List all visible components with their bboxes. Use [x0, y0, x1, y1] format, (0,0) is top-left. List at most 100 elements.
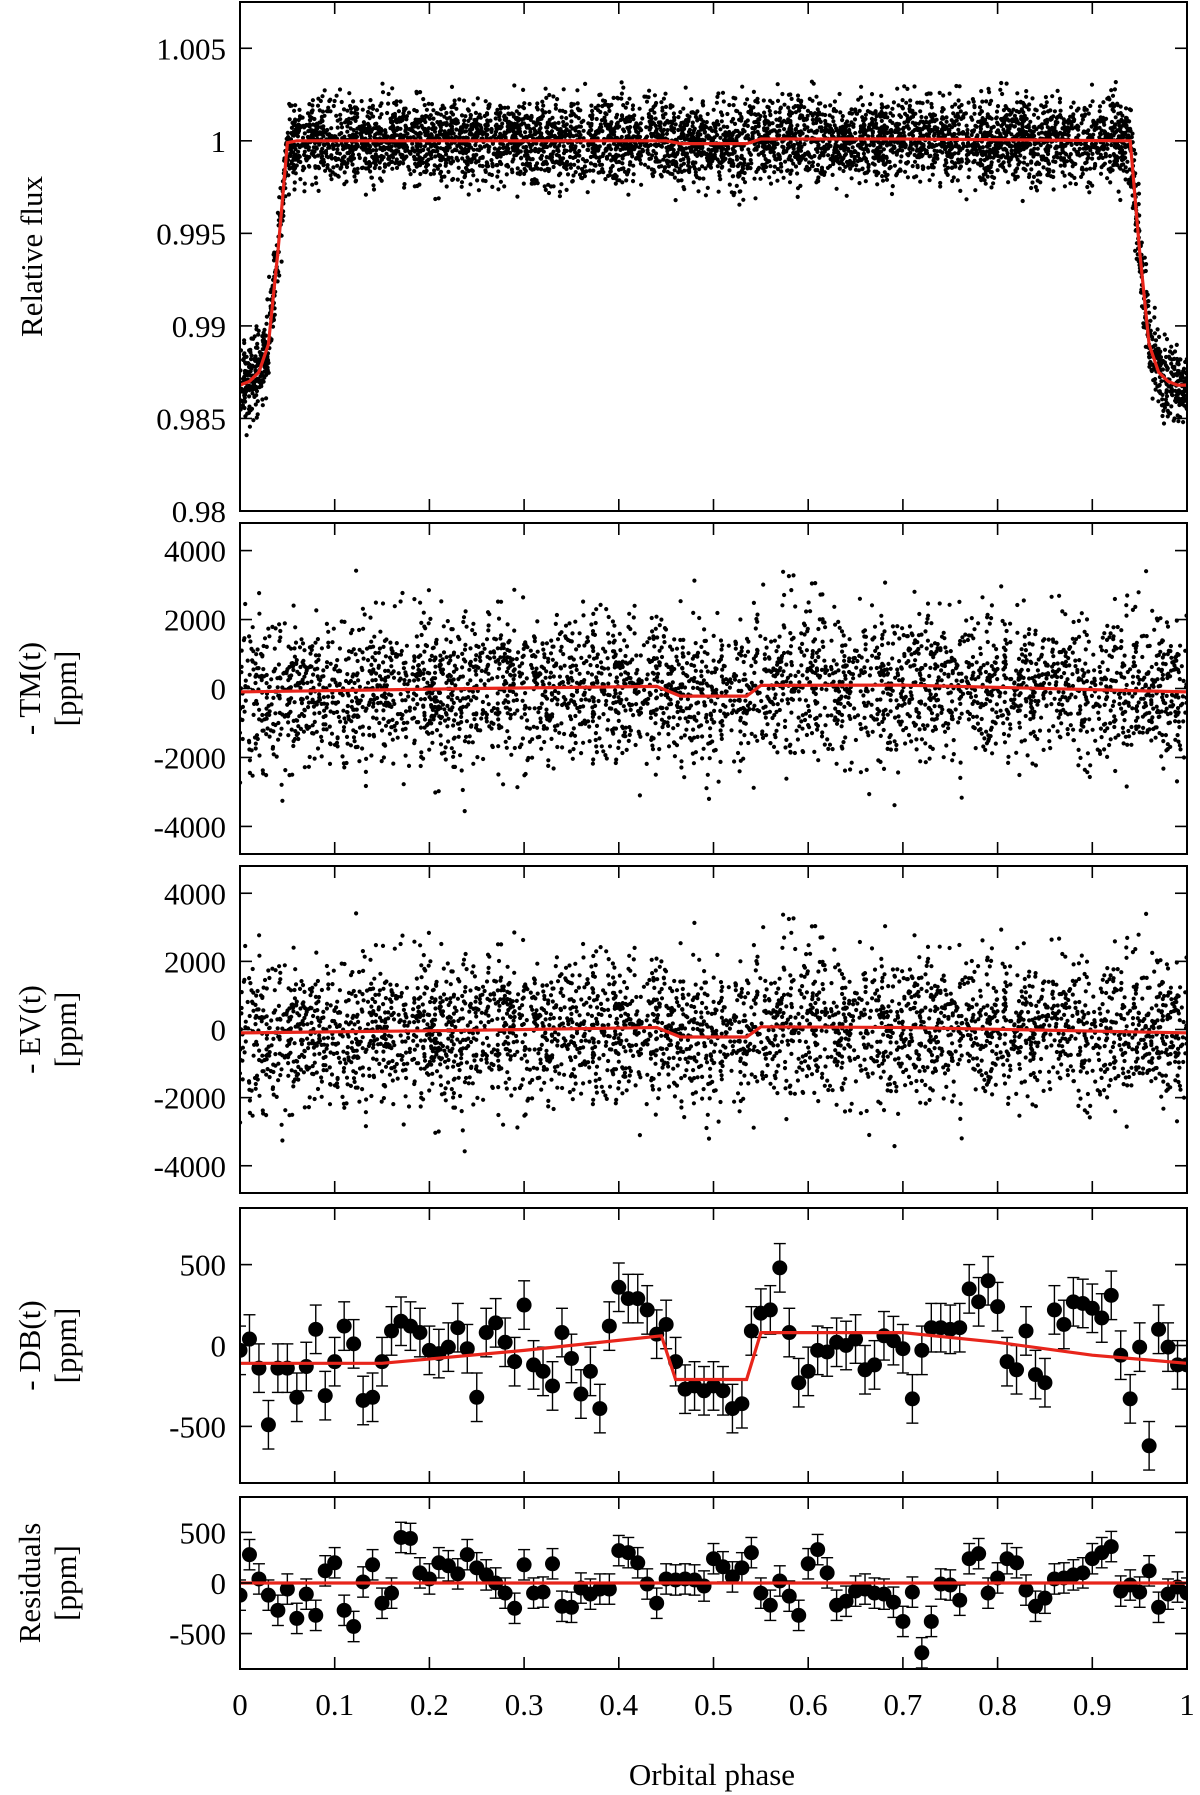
scatter-cloud	[240, 568, 1187, 814]
x-tick-label: 1	[1179, 1687, 1195, 1722]
data-point	[507, 1336, 523, 1387]
data-point	[279, 1343, 295, 1394]
marker	[507, 1354, 523, 1370]
panel-db-subtracted: -500 0 500 - DB(t)[ppm]	[12, 1207, 1188, 1484]
plot-area	[240, 911, 1187, 1154]
data-point	[289, 1602, 305, 1635]
marker	[791, 1607, 807, 1623]
marker	[772, 1260, 788, 1276]
data-point	[1103, 1270, 1119, 1321]
marker	[715, 1559, 731, 1575]
data-point	[895, 1605, 911, 1638]
marker	[1151, 1321, 1167, 1337]
data-point	[440, 1322, 456, 1373]
data-point	[270, 1594, 286, 1627]
data-point	[1009, 1344, 1025, 1395]
data-point	[402, 1301, 418, 1352]
y-tick-label: 500	[180, 1515, 227, 1550]
marker	[346, 1619, 362, 1635]
y-axis-label: - DB(t)[ppm]	[12, 1300, 83, 1390]
marker	[601, 1318, 617, 1334]
marker	[450, 1320, 466, 1336]
y-tick-label: 0.995	[156, 216, 226, 251]
data-point	[791, 1357, 807, 1408]
data-point	[402, 1522, 418, 1555]
marker	[289, 1610, 305, 1626]
data-point	[1132, 1322, 1148, 1373]
y-axis-label: - TM(t)[ppm]	[12, 642, 83, 735]
data-point	[1151, 1591, 1167, 1624]
marker	[507, 1600, 523, 1616]
y-tick-label: 2000	[164, 944, 226, 979]
marker	[620, 1545, 636, 1561]
marker	[497, 1334, 513, 1350]
data-point	[507, 1592, 523, 1625]
data-point	[327, 1546, 343, 1579]
data-point	[1122, 1373, 1138, 1424]
marker	[743, 1545, 759, 1561]
marker	[990, 1299, 1006, 1315]
data-point	[838, 1585, 854, 1618]
data-point	[240, 1579, 248, 1612]
marker	[563, 1350, 579, 1366]
marker	[317, 1388, 333, 1404]
plot-area	[240, 1242, 1187, 1471]
marker	[866, 1357, 882, 1373]
y-axis-label-line: [ppm]	[48, 651, 83, 727]
data-point	[866, 1339, 882, 1390]
marker	[374, 1595, 390, 1611]
data-point	[762, 1284, 778, 1335]
marker	[516, 1557, 532, 1573]
marker	[1179, 1585, 1187, 1601]
marker	[630, 1291, 646, 1307]
y-axis-label-line: Relative flux	[14, 176, 49, 337]
marker	[819, 1565, 835, 1581]
marker	[914, 1342, 930, 1358]
marker	[724, 1569, 740, 1585]
marker	[658, 1316, 674, 1332]
panel-frame	[239, 1, 1188, 512]
marker	[800, 1556, 816, 1572]
marker	[904, 1391, 920, 1407]
data-point	[800, 1547, 816, 1580]
marker	[545, 1378, 561, 1394]
marker	[961, 1281, 977, 1297]
marker	[1075, 1565, 1091, 1581]
y-axis-label-line: [ppm]	[48, 1545, 83, 1621]
y-tick-label: 4000	[164, 876, 226, 911]
marker	[952, 1320, 968, 1336]
data-point	[791, 1599, 807, 1632]
marker	[1103, 1539, 1119, 1555]
x-tick-label: 0	[232, 1687, 248, 1722]
panel-ev-subtracted: -4000 -2000 0 2000 4000 - EV(t)[ppm]	[12, 865, 1188, 1194]
data-point	[885, 1315, 901, 1366]
marker	[952, 1592, 968, 1608]
marker	[402, 1530, 418, 1546]
y-tick-label: 1.005	[156, 31, 226, 66]
scatter-cloud	[240, 911, 1187, 1154]
data-point	[336, 1594, 352, 1627]
marker	[753, 1585, 769, 1601]
data-point	[1160, 1322, 1176, 1373]
data-point	[346, 1318, 362, 1369]
data-point	[241, 1538, 257, 1571]
data-point	[601, 1573, 617, 1605]
marker	[630, 1555, 646, 1571]
data-point	[1151, 1304, 1167, 1355]
data-point	[838, 1320, 854, 1371]
marker	[384, 1323, 400, 1339]
data-point	[545, 1547, 561, 1580]
data-point	[904, 1373, 920, 1424]
y-tick-label: 0.98	[172, 494, 226, 529]
marker	[469, 1389, 485, 1405]
data-point	[952, 1584, 968, 1617]
marker	[535, 1584, 551, 1600]
data-point	[961, 1263, 977, 1314]
marker	[440, 1339, 456, 1355]
data-point	[459, 1323, 475, 1374]
data-point	[630, 1546, 646, 1579]
marker	[1141, 1563, 1157, 1579]
data-point	[240, 1325, 248, 1376]
marker	[497, 1585, 513, 1601]
